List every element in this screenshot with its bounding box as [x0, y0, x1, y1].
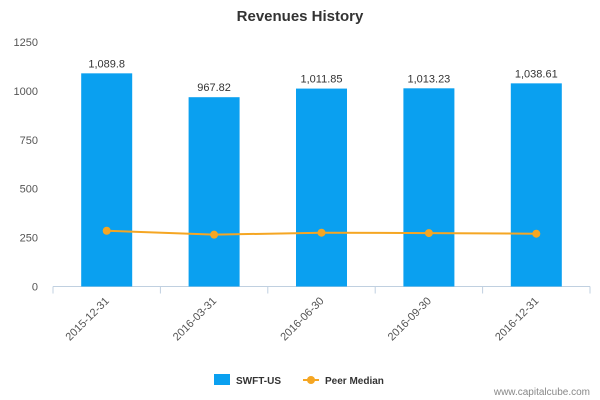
bar-series [81, 73, 562, 287]
bar-data-label: 1,038.61 [515, 68, 558, 80]
x-tick-label: 2015-12-31 [64, 295, 112, 343]
legend-swatch-swft [214, 374, 230, 385]
peer-median-point [102, 226, 111, 235]
y-tick-label: 500 [20, 184, 38, 196]
bar [81, 73, 133, 287]
peer-median-series [102, 226, 541, 239]
bar-data-label: 1,089.8 [88, 58, 125, 70]
credit-text[interactable]: www.capitalcube.com [493, 387, 590, 398]
bar [188, 97, 240, 287]
y-tick-label: 1250 [14, 37, 38, 49]
legend[interactable]: SWFT-US Peer Median [214, 374, 384, 387]
legend-swatch-dot-peer-median [307, 376, 315, 384]
bar-data-labels: 1,089.8 967.82 1,011.85 1,013.23 1,038.61 [88, 58, 557, 94]
bar-data-label: 1,013.23 [407, 73, 450, 85]
bar [403, 88, 455, 287]
bar [296, 88, 347, 287]
x-tick-label: 2016-06-30 [278, 295, 326, 343]
y-tick-label: 250 [20, 233, 38, 245]
y-axis: 0 250 500 750 1000 1250 [14, 37, 38, 294]
chart-title: Revenues History [237, 8, 364, 25]
peer-median-point [424, 229, 433, 238]
peer-median-point [210, 230, 219, 239]
bar-data-label: 967.82 [197, 82, 231, 94]
peer-median-point [532, 229, 541, 238]
x-tick-label: 2016-12-31 [493, 295, 541, 343]
y-tick-label: 0 [32, 282, 38, 294]
legend-item-peer-median[interactable]: Peer Median [303, 376, 384, 387]
legend-label-peer-median: Peer Median [325, 376, 384, 387]
x-tick-label: 2016-03-31 [171, 295, 219, 343]
bar-data-label: 1,011.85 [300, 74, 342, 86]
x-tick-label: 2016-09-30 [386, 295, 434, 343]
peer-median-point [317, 228, 326, 237]
y-tick-label: 750 [20, 135, 38, 147]
bar [510, 83, 562, 287]
x-axis: 2015-12-31 2016-03-31 2016-06-30 2016-09-30… [52, 286, 591, 343]
legend-label-swft: SWFT-US [236, 376, 281, 387]
y-tick-label: 1000 [14, 86, 38, 98]
legend-item-swft[interactable]: SWFT-US [214, 374, 281, 387]
